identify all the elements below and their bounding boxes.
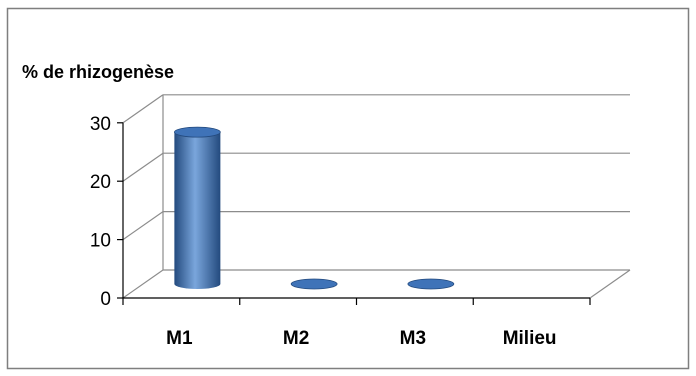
grid-layer <box>122 94 631 299</box>
floor-edge <box>589 269 631 299</box>
y-tick-label: 20 <box>90 172 111 193</box>
x-tick-label: Milieu <box>503 328 557 349</box>
x-tick-label: M1 <box>166 328 193 349</box>
y-axis-label: % de rhizogenèse <box>22 62 174 82</box>
chart-frame <box>6 7 690 370</box>
gridline-diagonal <box>122 94 164 124</box>
x-tick-label: M2 <box>283 328 309 349</box>
bar-layer <box>173 126 455 290</box>
bar-M3-disc <box>407 278 455 290</box>
bar-top <box>173 126 221 138</box>
bar-body <box>174 132 221 289</box>
gridline-diagonal <box>122 269 164 299</box>
y-tick-label: 0 <box>100 289 111 310</box>
x-tick-layer: M1 M2 M3 Milieu <box>122 298 591 349</box>
gridline-diagonal <box>122 211 164 241</box>
y-tick-layer: 0 10 20 30 <box>90 114 123 310</box>
x-tick-label: M3 <box>400 328 426 349</box>
gridline-diagonal <box>122 152 164 182</box>
bar-M2-disc <box>290 278 338 290</box>
y-tick-label: 30 <box>90 114 111 135</box>
bar-M1 <box>173 126 221 289</box>
y-tick-label: 10 <box>90 231 111 252</box>
